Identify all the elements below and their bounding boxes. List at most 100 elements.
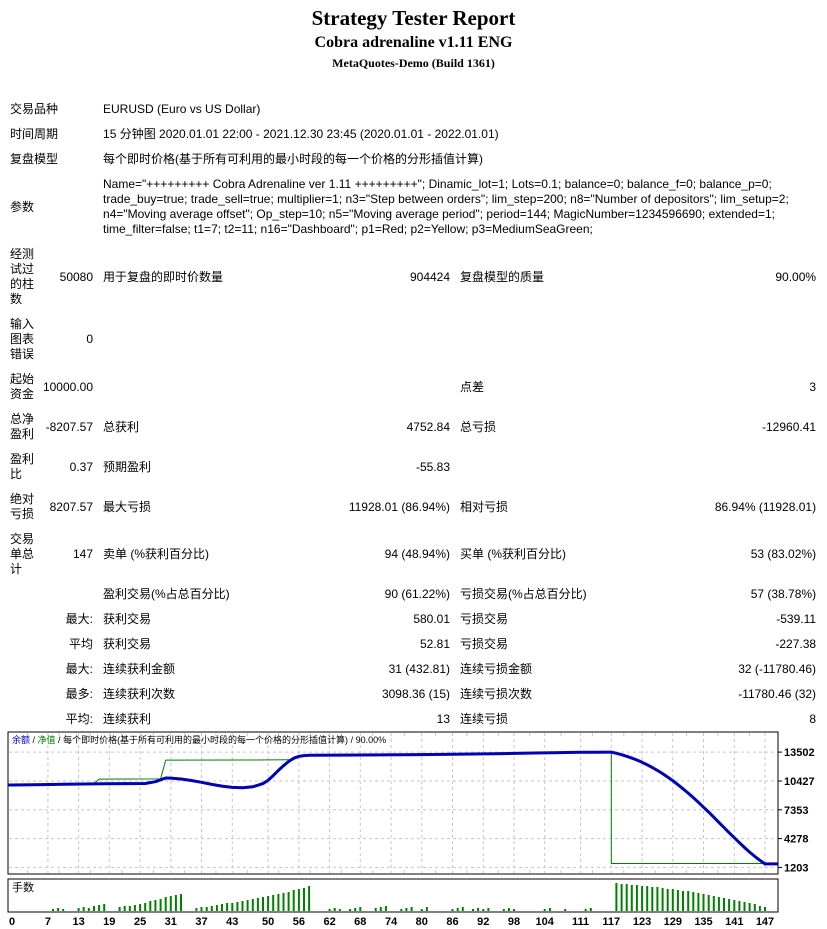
cell-value: 13 xyxy=(436,712,451,726)
cell-value: 3098.36 (15) xyxy=(381,687,451,701)
y-axis-label: 10427 xyxy=(784,776,815,788)
cell-value: 52.81 xyxy=(419,637,451,651)
row-label: 总净盈利 xyxy=(10,412,35,441)
table-row: 最多: 连续获利次数 3098.36 (15) 连续亏损次数 -11780.46 (32… xyxy=(8,682,819,707)
lots-bar xyxy=(52,909,54,911)
cell-value: 最多: xyxy=(65,687,94,701)
row-label: 参数 xyxy=(10,199,35,214)
table-row: 平均: 连续获利 13 连续亏损 8 xyxy=(8,707,819,732)
lots-bar xyxy=(620,884,623,911)
lots-bar xyxy=(507,908,510,911)
lots-bar xyxy=(93,906,95,911)
lots-bar xyxy=(287,892,290,911)
row-label xyxy=(8,607,38,632)
x-axis-label: 135 xyxy=(694,916,712,928)
lots-bar xyxy=(543,909,546,911)
lots-bar xyxy=(195,908,198,911)
y-axis-label: 13502 xyxy=(784,747,815,759)
cell-value: 8207.57 xyxy=(49,499,94,514)
lots-bar xyxy=(615,883,618,911)
lots-bar xyxy=(359,907,362,911)
cell-label: 连续亏损次数 xyxy=(460,687,533,701)
lots-bar xyxy=(564,909,567,911)
cell-value: 53 (83.02%) xyxy=(750,547,817,561)
lots-bar xyxy=(461,907,464,911)
lots-bar xyxy=(297,889,300,911)
lots-bar xyxy=(87,908,90,911)
lots-bar xyxy=(374,908,377,911)
legend-equity-label: 净值 xyxy=(37,735,56,745)
lots-bar xyxy=(205,907,208,911)
lots-bar xyxy=(671,889,674,911)
lots-bar xyxy=(277,894,280,911)
lots-bar xyxy=(98,905,101,911)
lots-bar xyxy=(231,903,234,911)
cell-value: 32 (-11780.46) xyxy=(738,662,817,676)
row-label: 交易单总计 xyxy=(10,532,35,576)
table-row: 起始资金 10000.00 点差 3 xyxy=(8,367,819,407)
y-axis-label: 7353 xyxy=(784,805,808,817)
row-label: 盈利比 xyxy=(10,452,35,481)
cell-value: 904424 xyxy=(409,269,451,284)
cell-value: -11780.46 (32) xyxy=(738,687,817,701)
row-label xyxy=(8,632,38,657)
cell-label: 总亏损 xyxy=(460,419,497,434)
cell-label: 点差 xyxy=(460,379,485,394)
cell-value: 0 xyxy=(86,332,94,346)
lots-bar xyxy=(267,896,270,911)
cell-label xyxy=(96,312,323,367)
row-label: 绝对亏损 xyxy=(10,492,35,521)
cell-value: 90 (61.22%) xyxy=(384,587,451,601)
cell-label: 亏损交易 xyxy=(460,637,509,651)
cell-value: 86.94% (11928.01) xyxy=(714,499,817,514)
lots-bar xyxy=(420,909,423,911)
table-row: 盈利交易(%占总百分比) 90 (61.22%) 亏损交易(%占总百分比) 57 (3… xyxy=(8,582,819,607)
x-axis-label: 31 xyxy=(165,916,177,928)
x-axis-label: 56 xyxy=(293,916,305,928)
cell-value: -12960.41 xyxy=(762,419,817,434)
lots-bar xyxy=(118,907,121,911)
lots-bar xyxy=(57,908,60,911)
cell-value: 平均: xyxy=(65,712,94,726)
server-build: MetaQuotes-Demo (Build 1361) xyxy=(332,56,495,70)
cell-value: 94 (48.94%) xyxy=(384,547,451,561)
lots-bar xyxy=(328,909,331,911)
cell-value: 90.00% xyxy=(775,269,817,284)
table-row: 输入图表错误 0 xyxy=(8,312,819,367)
lots-bar xyxy=(200,907,203,911)
x-axis-label: 147 xyxy=(756,916,774,928)
x-axis-label: 123 xyxy=(633,916,651,928)
x-axis-label: 98 xyxy=(508,916,520,928)
x-axis-label: 117 xyxy=(602,916,620,928)
cell-label: 总获利 xyxy=(103,419,140,434)
balance-line xyxy=(8,750,778,866)
lots-bar xyxy=(707,895,710,911)
x-axis-label: 74 xyxy=(385,916,398,928)
lots-bar xyxy=(702,894,705,911)
row-label: 时间周期 xyxy=(10,127,59,141)
x-axis-label: 80 xyxy=(416,916,428,928)
lots-bar xyxy=(144,903,147,911)
row-label xyxy=(8,582,38,607)
cell-value xyxy=(323,312,453,367)
cell-value xyxy=(699,447,819,487)
lots-bar xyxy=(487,908,490,911)
cell-value: 147 xyxy=(72,547,94,561)
lots-bar xyxy=(548,908,551,911)
lots-bar xyxy=(513,909,515,911)
lots-bar xyxy=(410,907,413,911)
cell-label: 连续获利次数 xyxy=(103,687,176,701)
lots-bar xyxy=(682,891,684,911)
lots-bar xyxy=(635,885,638,911)
lots-bar xyxy=(748,903,751,911)
lots-bar xyxy=(728,899,731,911)
lots-bar xyxy=(154,900,157,911)
cell-label xyxy=(96,367,323,407)
y-axis-label: 1203 xyxy=(784,862,808,874)
lots-bar xyxy=(333,908,336,911)
lots-bar xyxy=(584,909,587,911)
table-row: 经测试过的柱数 50080 用于复盘的即时价数量 904424 复盘模型的质量 90.00… xyxy=(8,242,819,312)
lots-bar xyxy=(180,894,182,911)
lots-bar xyxy=(758,906,761,911)
cell-value: 8 xyxy=(809,712,817,726)
